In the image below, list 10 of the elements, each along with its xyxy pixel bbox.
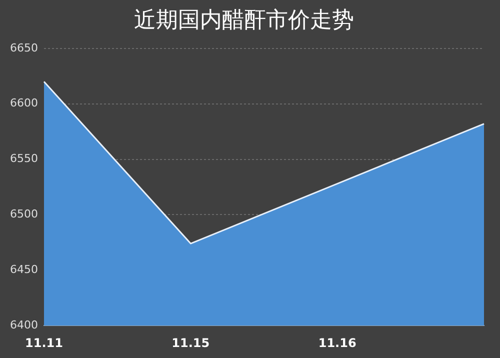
y-tick-label: 6650 (10, 41, 38, 54)
y-tick-label: 6500 (10, 208, 38, 221)
y-tick-label: 6550 (10, 152, 38, 166)
x-tick-label: 11.11 (25, 336, 63, 350)
x-tick-label: 11.15 (172, 336, 210, 350)
chart-title: 近期国内醋酐市价走势 (134, 8, 354, 33)
y-tick-label: 6600 (10, 96, 38, 110)
y-tick-label: 6450 (10, 263, 38, 276)
x-tick-label: 11.16 (318, 336, 356, 350)
y-tick-label: 6400 (10, 318, 38, 332)
